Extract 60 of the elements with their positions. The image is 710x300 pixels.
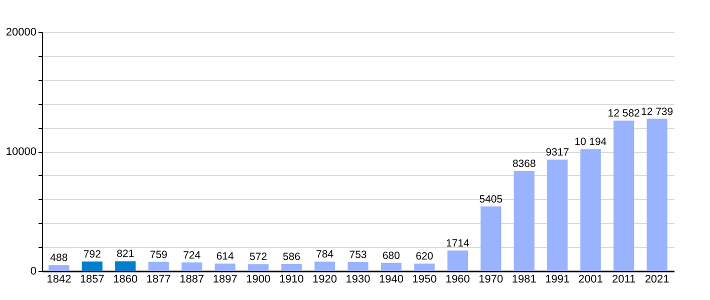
y-tick-label: 20000: [6, 26, 36, 38]
bar: [281, 264, 302, 271]
bar: [414, 264, 435, 271]
bar: [82, 262, 102, 271]
data-label: 488: [50, 252, 68, 264]
data-label: 586: [282, 250, 300, 263]
bar: [348, 262, 368, 271]
y-tick-label: 0: [30, 266, 36, 278]
data-label: 724: [183, 249, 201, 262]
bar: [182, 262, 202, 271]
x-tick-label: 1970: [478, 274, 504, 286]
x-tick-label: 1960: [445, 274, 470, 286]
bar: [614, 120, 634, 271]
data-label: 1714: [446, 238, 470, 250]
bar: [48, 265, 70, 271]
bar: [380, 262, 402, 271]
bar: [248, 264, 269, 271]
x-tick-label: 1887: [180, 274, 204, 286]
data-label: 5405: [479, 193, 503, 206]
x-tick-label: 1877: [146, 274, 171, 286]
data-label: 821: [116, 248, 134, 260]
x-tick-label: 1950: [412, 274, 437, 286]
data-label: 680: [382, 250, 400, 262]
data-label: 572: [250, 251, 268, 264]
x-tick-label: 2021: [644, 274, 670, 286]
x-tick-label: 1991: [545, 274, 570, 286]
data-label: 10 194: [574, 136, 607, 148]
x-tick-label: 2001: [578, 274, 603, 286]
x-tick-label: 1920: [312, 274, 338, 286]
x-tick-label: 1981: [512, 274, 536, 286]
bar: [148, 262, 169, 271]
bar: [480, 206, 502, 271]
x-tick-label: 2011: [612, 274, 636, 286]
y-tick-label: 10000: [6, 146, 36, 158]
data-label: 9317: [546, 146, 570, 159]
bar: [547, 160, 568, 271]
bar: [447, 250, 468, 271]
data-label: 784: [316, 248, 334, 261]
bar: [646, 118, 668, 271]
bar: [115, 261, 136, 271]
x-tick-label: 1910: [279, 274, 304, 286]
data-label: 792: [83, 248, 102, 261]
x-tick-label: 1897: [212, 274, 238, 286]
x-tick-label: 1930: [346, 274, 370, 286]
bar: [314, 262, 336, 271]
bar: [580, 149, 601, 271]
bar: [214, 264, 236, 271]
x-tick-label: 1842: [46, 274, 72, 286]
x-tick-label: 1860: [113, 274, 138, 286]
data-label: 8368: [512, 158, 536, 170]
x-tick-label: 1857: [80, 274, 104, 286]
data-label: 614: [216, 250, 234, 263]
bar: [514, 171, 534, 271]
data-label: 620: [416, 250, 434, 263]
data-label: 759: [150, 248, 168, 261]
data-label: 12 739: [640, 106, 674, 118]
x-tick-label: 1900: [246, 274, 271, 286]
x-tick-label: 1940: [378, 274, 404, 286]
data-label: 12 582: [608, 108, 640, 120]
data-label: 753: [349, 249, 367, 261]
